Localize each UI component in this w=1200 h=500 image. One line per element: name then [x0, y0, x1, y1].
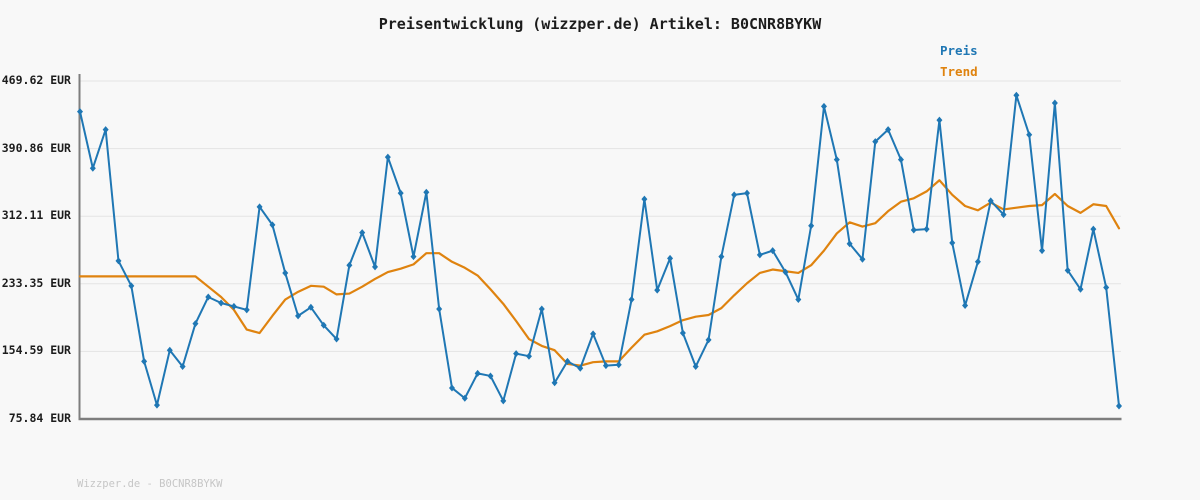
price-marker: [590, 330, 597, 338]
chart-title: Preisentwicklung (wizzper.de) Artikel: B…: [378, 15, 822, 33]
price-marker: [910, 226, 917, 234]
price-marker: [256, 203, 263, 211]
y-axis-tick-label: 154.59 EUR: [1, 343, 71, 358]
price-marker: [487, 372, 494, 380]
price-marker: [307, 303, 314, 311]
price-marker: [628, 296, 635, 304]
price-marker: [936, 116, 943, 124]
price-marker: [179, 363, 186, 371]
price-marker: [692, 363, 699, 371]
y-axis-tick-label: 233.35 EUR: [1, 275, 71, 290]
price-marker: [166, 346, 173, 354]
price-line: [79, 94, 1120, 407]
price-marker: [128, 282, 135, 290]
price-marker: [551, 379, 558, 387]
y-axis-tick-label: 390.86 EUR: [1, 140, 71, 155]
price-marker: [769, 247, 776, 255]
price-marker: [667, 254, 674, 262]
legend-item-preis: Preis: [940, 43, 978, 58]
price-marker: [949, 239, 956, 247]
price-marker: [1026, 131, 1033, 139]
price-marker: [1077, 285, 1084, 293]
price-marker: [1116, 402, 1122, 410]
price-marker: [602, 362, 609, 370]
price-marker: [962, 302, 969, 310]
price-marker: [897, 156, 904, 164]
price-marker: [218, 299, 225, 307]
price-marker: [885, 126, 892, 134]
price-marker: [1039, 247, 1046, 255]
price-marker: [1051, 99, 1058, 107]
y-axis-tick-label: 469.62 EUR: [1, 73, 71, 87]
price-marker: [474, 369, 481, 377]
price-marker: [89, 164, 96, 172]
price-marker: [333, 335, 340, 343]
price-marker: [295, 312, 302, 320]
price-marker: [1013, 91, 1020, 99]
price-marker: [448, 384, 455, 392]
price-marker: [1090, 225, 1097, 233]
price-marker: [346, 261, 353, 269]
price-marker: [397, 189, 404, 197]
price-marker: [77, 108, 83, 116]
price-marker: [538, 305, 545, 313]
price-marker: [808, 222, 815, 230]
price-marker: [872, 138, 879, 146]
price-marker: [410, 253, 417, 261]
price-marker: [615, 361, 622, 369]
price-marker: [974, 258, 981, 266]
price-marker: [859, 255, 866, 263]
legend-item-trend: Trend: [940, 64, 978, 79]
price-marker: [756, 251, 763, 259]
price-marker: [641, 195, 648, 203]
price-marker: [461, 394, 468, 402]
price-marker: [320, 321, 327, 329]
price-marker: [846, 240, 853, 248]
price-marker: [205, 293, 212, 301]
price-marker: [384, 153, 391, 161]
watermark-text: Wizzper.de - B0CNR8BYKW: [77, 478, 223, 490]
price-marker: [1000, 211, 1007, 219]
price-marker: [423, 188, 430, 196]
price-marker: [718, 253, 725, 261]
price-marker: [525, 352, 532, 360]
y-axis-tick-label: 312.11 EUR: [1, 208, 71, 223]
price-marker: [192, 320, 199, 328]
y-axis-tick-label: 75.84 EUR: [8, 411, 71, 425]
price-marker: [731, 191, 738, 199]
price-marker: [654, 286, 661, 294]
price-marker: [795, 296, 802, 304]
price-marker: [782, 268, 789, 276]
price-marker: [243, 306, 250, 314]
price-marker: [153, 401, 160, 409]
price-marker: [1064, 266, 1071, 274]
price-marker: [820, 102, 827, 110]
price-marker: [141, 357, 148, 365]
price-marker: [833, 156, 840, 164]
price-marker: [115, 257, 122, 265]
price-marker: [269, 221, 276, 229]
price-marker: [230, 302, 237, 310]
price-marker: [577, 364, 584, 372]
price-marker: [564, 357, 571, 365]
price-marker: [705, 336, 712, 344]
price-marker: [500, 397, 507, 405]
price-marker: [372, 263, 379, 271]
price-marker: [102, 126, 109, 134]
price-marker: [1103, 284, 1110, 292]
price-marker: [436, 305, 443, 313]
price-marker: [282, 269, 289, 277]
chart-legend: Preis Trend: [940, 40, 978, 82]
price-marker: [359, 229, 366, 237]
price-marker: [513, 350, 520, 358]
price-marker: [744, 189, 751, 197]
price-marker: [987, 197, 994, 205]
price-marker: [679, 329, 686, 337]
trend-line: [78, 179, 1121, 367]
price-marker: [923, 225, 930, 233]
